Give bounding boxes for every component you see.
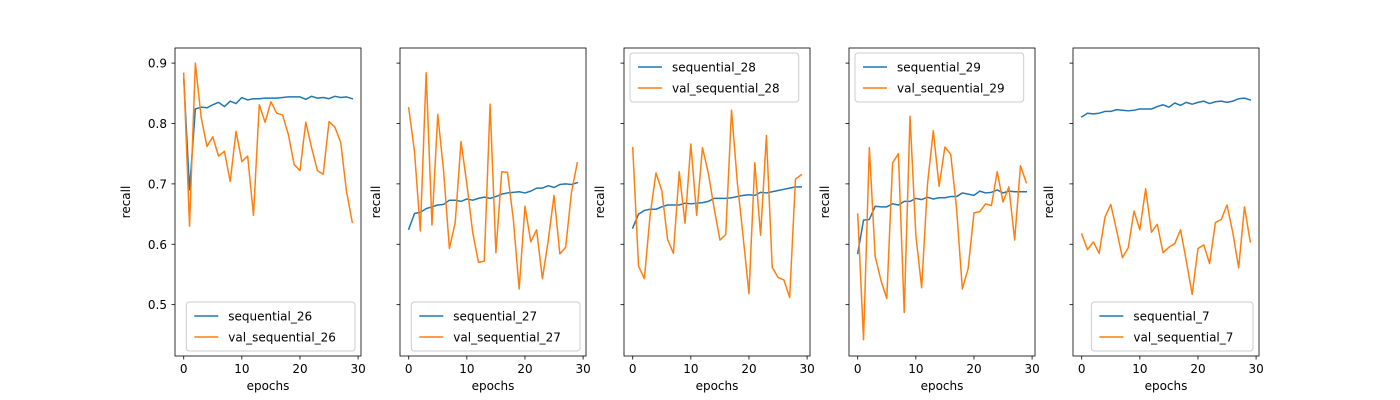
x-tick-label: 20 bbox=[1190, 362, 1205, 376]
x-axis-label: epochs bbox=[247, 379, 290, 393]
x-axis-label: epochs bbox=[696, 379, 739, 393]
x-tick-label: 30 bbox=[1024, 362, 1039, 376]
x-tick-label: 20 bbox=[966, 362, 981, 376]
axes-frame bbox=[174, 47, 362, 357]
axes-frame bbox=[848, 47, 1036, 357]
legend: sequential_27 val_sequential_27 bbox=[410, 301, 581, 352]
y-axis-label: recall bbox=[369, 186, 383, 219]
x-tick-label: 30 bbox=[350, 362, 365, 376]
legend-label: val_sequential_29 bbox=[897, 82, 1005, 96]
axes-frame bbox=[1072, 47, 1260, 357]
legend-label: val_sequential_7 bbox=[1133, 331, 1233, 345]
subplot-5: 0 10 20 30 epochs recall sequential_7 val_seque… bbox=[1042, 47, 1264, 393]
x-tick-label: 10 bbox=[234, 362, 249, 376]
series-line-sequential_7 bbox=[1080, 97, 1252, 118]
legend-label: val_sequential_26 bbox=[228, 331, 336, 345]
y-tick-label: 0.6 bbox=[148, 238, 167, 252]
legend-label: sequential_26 bbox=[228, 310, 312, 324]
x-tick-label: 30 bbox=[799, 362, 814, 376]
series-line-val_sequential_28 bbox=[631, 109, 803, 299]
series-line-val_sequential_29 bbox=[856, 115, 1028, 341]
x-tick-label: 20 bbox=[292, 362, 307, 376]
series-line-sequential_26 bbox=[182, 77, 354, 191]
x-tick-label: 0 bbox=[1078, 362, 1086, 376]
legend-box bbox=[629, 52, 800, 103]
legend-label: sequential_27 bbox=[453, 310, 537, 324]
axes-frame bbox=[623, 47, 811, 357]
legend-label: sequential_7 bbox=[1133, 310, 1209, 324]
legend-label: sequential_28 bbox=[672, 61, 756, 75]
legend-box bbox=[185, 301, 356, 352]
legend-label: sequential_29 bbox=[897, 61, 981, 75]
y-tick-label: 0.5 bbox=[148, 298, 167, 312]
y-axis-label: recall bbox=[818, 186, 832, 219]
legend: sequential_7 val_sequential_7 bbox=[1090, 301, 1254, 352]
subplot-2: 0 10 20 30 epochs recall sequential_27 val_sequ… bbox=[369, 47, 591, 393]
series-line-val_sequential_27 bbox=[407, 72, 579, 290]
series-line-sequential_29 bbox=[856, 189, 1028, 255]
subplot-4: 0 10 20 30 epochs recall sequential_29 val_sequ… bbox=[818, 47, 1040, 393]
x-tick-label: 0 bbox=[405, 362, 413, 376]
legend: sequential_26 val_sequential_26 bbox=[185, 301, 356, 352]
legend-box bbox=[1090, 301, 1254, 352]
series-line-val_sequential_7 bbox=[1080, 187, 1252, 296]
y-tick-label: 0.8 bbox=[148, 117, 167, 131]
x-tick-label: 10 bbox=[908, 362, 923, 376]
legend: sequential_28 val_sequential_28 bbox=[629, 52, 800, 103]
series-line-val_sequential_26 bbox=[182, 62, 354, 227]
x-axis-label: epochs bbox=[1145, 379, 1188, 393]
y-axis-label: recall bbox=[1042, 186, 1056, 219]
x-tick-label: 30 bbox=[575, 362, 590, 376]
x-tick-label: 0 bbox=[180, 362, 188, 376]
x-axis-label: epochs bbox=[921, 379, 964, 393]
y-tick-label: 0.9 bbox=[148, 57, 167, 71]
x-axis-label: epochs bbox=[472, 379, 515, 393]
legend-box bbox=[854, 52, 1025, 103]
series-line-sequential_28 bbox=[631, 186, 803, 229]
axes-frame bbox=[399, 47, 587, 357]
x-tick-label: 10 bbox=[459, 362, 474, 376]
legend-label: val_sequential_27 bbox=[453, 331, 561, 345]
x-tick-label: 30 bbox=[1248, 362, 1263, 376]
legend-label: val_sequential_28 bbox=[672, 82, 780, 96]
x-tick-label: 0 bbox=[854, 362, 862, 376]
x-tick-label: 20 bbox=[741, 362, 756, 376]
x-tick-label: 10 bbox=[683, 362, 698, 376]
x-tick-label: 20 bbox=[517, 362, 532, 376]
subplot-3: 0 10 20 30 epochs recall sequential_28 val_sequ… bbox=[593, 47, 815, 393]
y-axis-label: recall bbox=[119, 186, 133, 219]
subplot-1: 0 10 20 30 0.5 0.6 0.7 0.8 0.9 epochs recall sequen… bbox=[119, 47, 366, 393]
x-tick-label: 10 bbox=[1132, 362, 1147, 376]
y-tick-label: 0.7 bbox=[148, 177, 167, 191]
x-tick-label: 0 bbox=[629, 362, 637, 376]
y-axis-label: recall bbox=[593, 186, 607, 219]
legend-box bbox=[410, 301, 581, 352]
legend: sequential_29 val_sequential_29 bbox=[854, 52, 1025, 103]
